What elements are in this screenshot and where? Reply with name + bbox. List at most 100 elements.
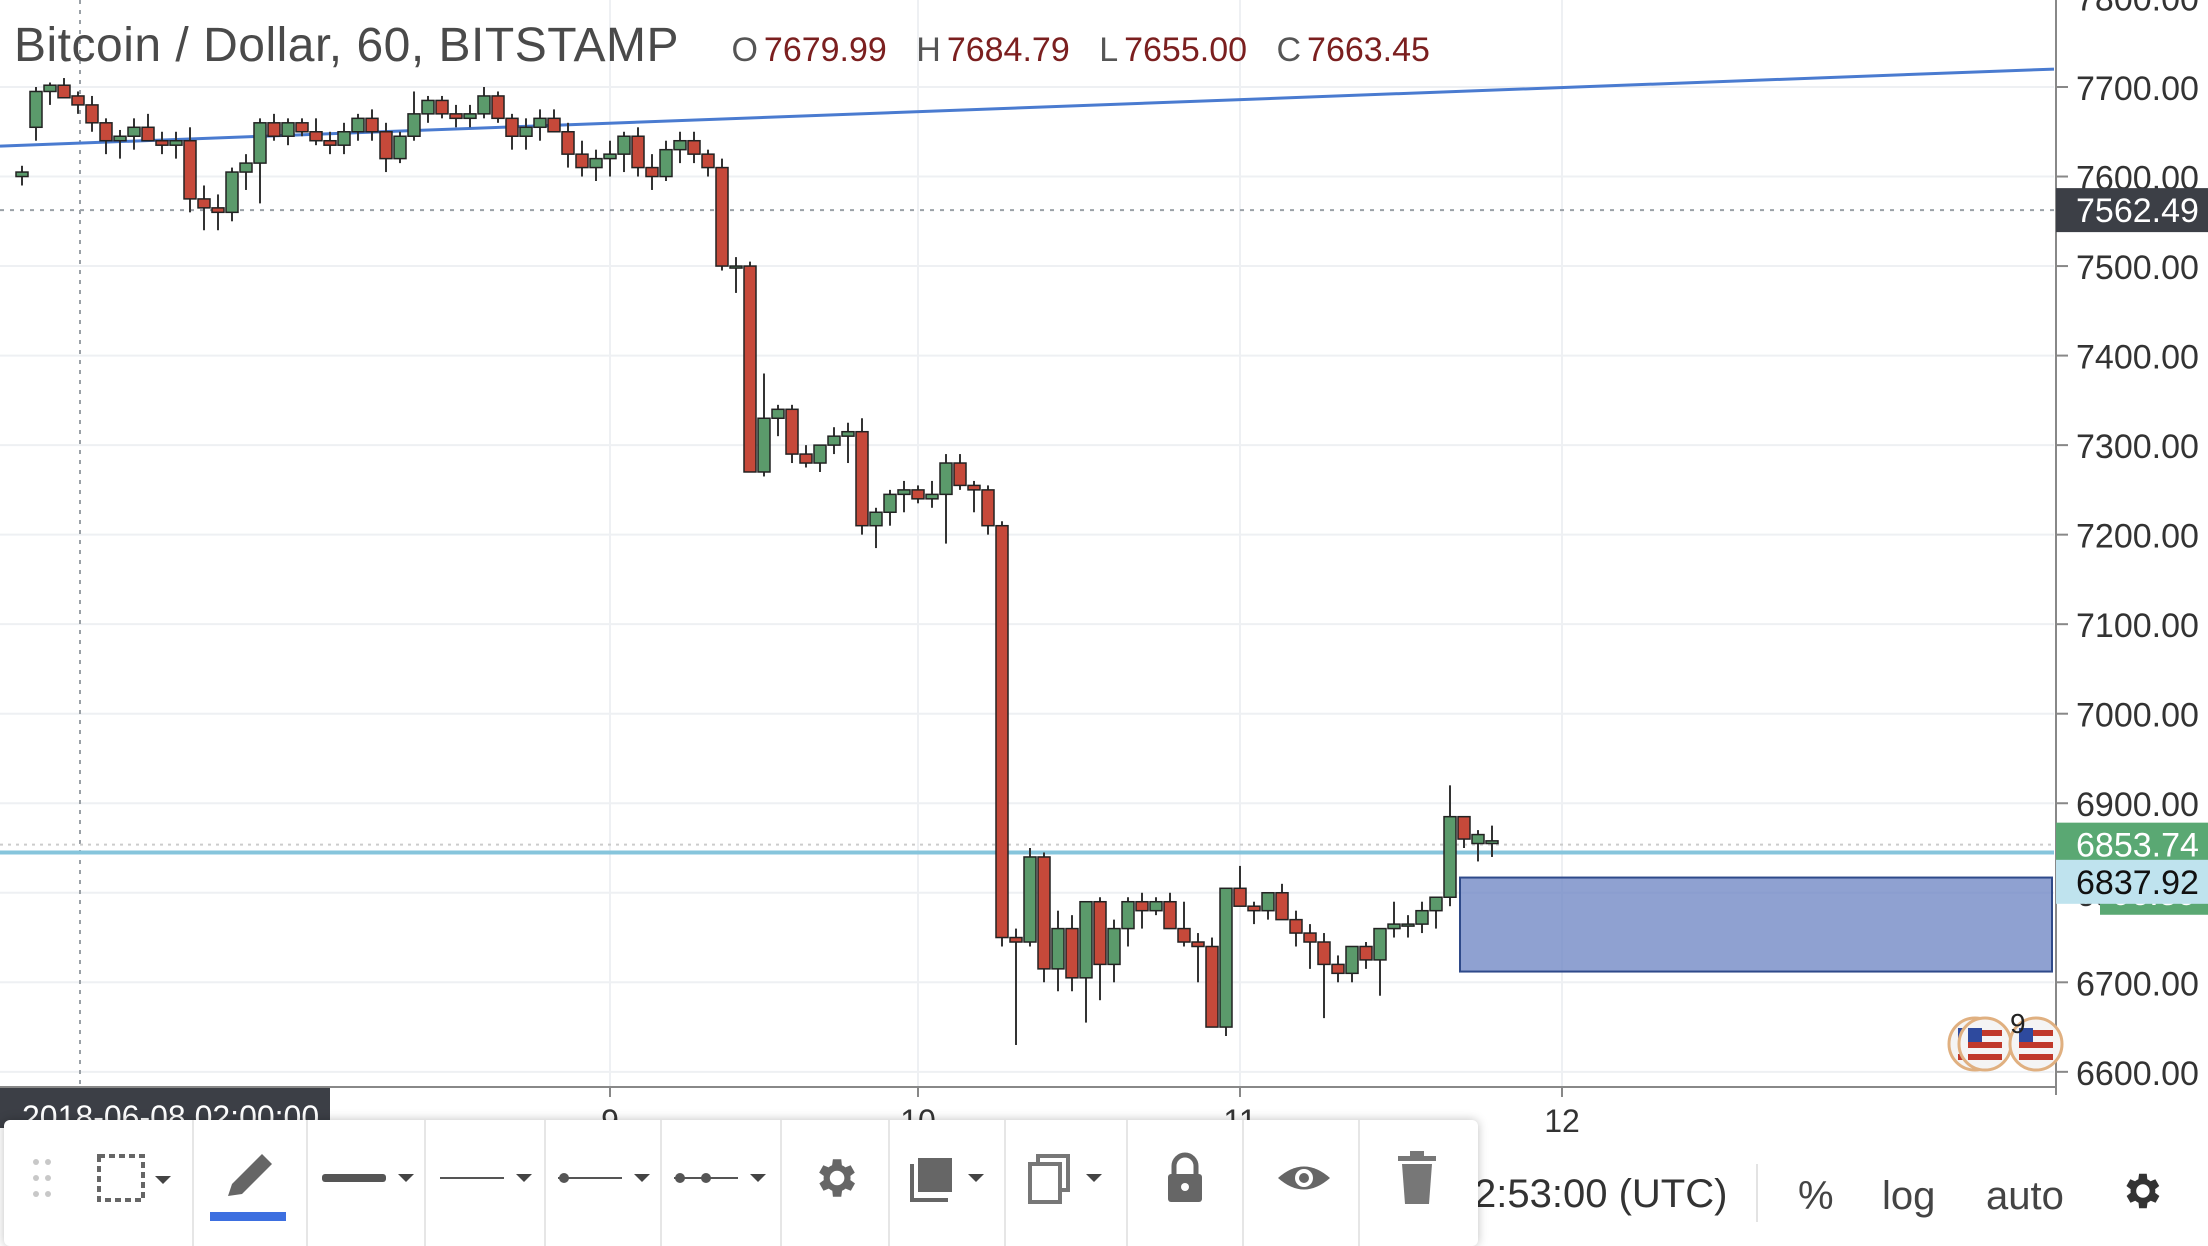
us-flag-icon[interactable]: [1957, 1016, 2013, 1072]
candle: [729, 257, 743, 293]
candle: [1121, 897, 1135, 947]
candle: [351, 113, 365, 141]
candle: [225, 167, 239, 222]
candle-body-down: [71, 95, 85, 106]
close-value: 7663.45: [1307, 31, 1430, 69]
candle-body-down: [575, 153, 589, 169]
gear-icon[interactable]: [800, 1148, 870, 1208]
candle: [1233, 865, 1247, 907]
candle: [1429, 896, 1443, 929]
candle: [29, 87, 43, 141]
drawn-lines[interactable]: [0, 67, 2055, 855]
trend-line[interactable]: [0, 67, 2055, 148]
candle-body-up: [827, 435, 841, 446]
price-axis[interactable]: 7800.007700.007600.007500.007400.007300.…: [2055, 0, 2208, 1095]
candle-body-down: [645, 166, 659, 178]
candle-body-up: [617, 135, 631, 155]
price-label: 6853.74: [2076, 827, 2199, 865]
candle-body-down: [155, 139, 169, 146]
candle: [771, 404, 785, 437]
pencil-icon[interactable]: [204, 1148, 294, 1208]
candle: [407, 91, 421, 141]
candle: [337, 122, 351, 155]
candle: [1485, 825, 1499, 857]
symbol-legend: Bitcoin / Dollar, 60, BITSTAMP O 7679.99 …: [14, 18, 1450, 73]
candle-body-down: [743, 265, 757, 473]
candle-body-down: [1317, 941, 1331, 966]
candle: [435, 95, 449, 119]
symbol-title[interactable]: Bitcoin / Dollar, 60, BITSTAMP: [14, 19, 679, 72]
candle: [911, 485, 925, 504]
price-zone[interactable]: [1459, 876, 2053, 973]
candle-body-down: [1177, 927, 1191, 943]
candle-body-up: [393, 135, 407, 160]
log-scale-toggle[interactable]: log: [1882, 1174, 1936, 1218]
line-dot-icon[interactable]: [554, 1148, 654, 1208]
clock-utc[interactable]: 2:53:00 (UTC): [1474, 1172, 1728, 1216]
candle: [477, 87, 491, 119]
candle-body-up: [869, 511, 883, 527]
candle: [687, 131, 701, 164]
us-flag-icon[interactable]: [2008, 1016, 2064, 1072]
close-key: C: [1276, 31, 1302, 69]
candle-body-up: [1373, 927, 1387, 961]
candle-body-up: [883, 493, 897, 514]
lock-icon[interactable]: [1150, 1148, 1220, 1208]
candle-body-down: [785, 408, 799, 455]
candle: [855, 418, 869, 535]
low-value: 7655.00: [1124, 31, 1248, 69]
candle: [1191, 933, 1205, 983]
candle: [995, 521, 1009, 947]
trash-icon[interactable]: [1380, 1148, 1454, 1208]
auto-scale-toggle[interactable]: auto: [1986, 1174, 2064, 1218]
settings-gear-icon[interactable]: [2118, 1168, 2164, 1224]
candle: [1373, 927, 1387, 996]
candle-body-down: [1303, 932, 1317, 943]
eye-icon[interactable]: [1264, 1148, 1344, 1208]
candle-body-up: [1051, 927, 1065, 970]
candle-body-up: [603, 153, 617, 160]
percent-scale-toggle[interactable]: %: [1798, 1174, 1834, 1218]
candle-body-down: [1037, 856, 1051, 970]
event-flags[interactable]: 9: [1947, 1008, 2064, 1072]
copy-icon[interactable]: [1022, 1148, 1112, 1208]
ohlc-values: O 7679.99 H 7684.79 L 7655.00 C 7663.45: [731, 31, 1449, 69]
candle-body-up: [127, 126, 141, 137]
candle-body-down: [1163, 900, 1177, 930]
candle: [575, 140, 589, 177]
candle: [71, 91, 85, 114]
candle-body-down: [1093, 900, 1107, 966]
line-dots-icon[interactable]: [670, 1148, 770, 1208]
candle: [1387, 901, 1401, 938]
candle: [939, 454, 953, 544]
candle-body-down: [855, 430, 869, 527]
candle: [589, 149, 603, 182]
price-label-bg: [2056, 859, 2208, 904]
candle-body-down: [1275, 892, 1289, 921]
candle: [1317, 933, 1331, 1019]
candle-body-down: [701, 153, 715, 169]
candle: [253, 118, 267, 204]
drag-handle-icon[interactable]: [22, 1148, 62, 1208]
candle: [1163, 892, 1177, 930]
candle: [393, 131, 407, 164]
candle: [323, 131, 337, 155]
candle-body-up: [1471, 833, 1485, 845]
line-thin-icon[interactable]: [436, 1148, 536, 1208]
candle-body-up: [407, 113, 421, 137]
candle: [365, 109, 379, 141]
line-thick-icon[interactable]: [318, 1148, 418, 1208]
candle-body-down: [85, 104, 99, 124]
candle-body-up: [757, 417, 771, 473]
layers-icon[interactable]: [904, 1148, 994, 1208]
y-tick-label: 7500.00: [2076, 249, 2199, 287]
candle: [547, 109, 561, 133]
candle-body-up: [1121, 900, 1135, 930]
candle-body-down: [995, 524, 1009, 939]
price-zone-rectangle[interactable]: [1459, 876, 2053, 973]
candle-body-down: [687, 139, 701, 155]
candle-body-down: [295, 122, 309, 133]
dotted-select-icon[interactable]: [88, 1148, 178, 1208]
candle-body-up: [1485, 840, 1499, 845]
